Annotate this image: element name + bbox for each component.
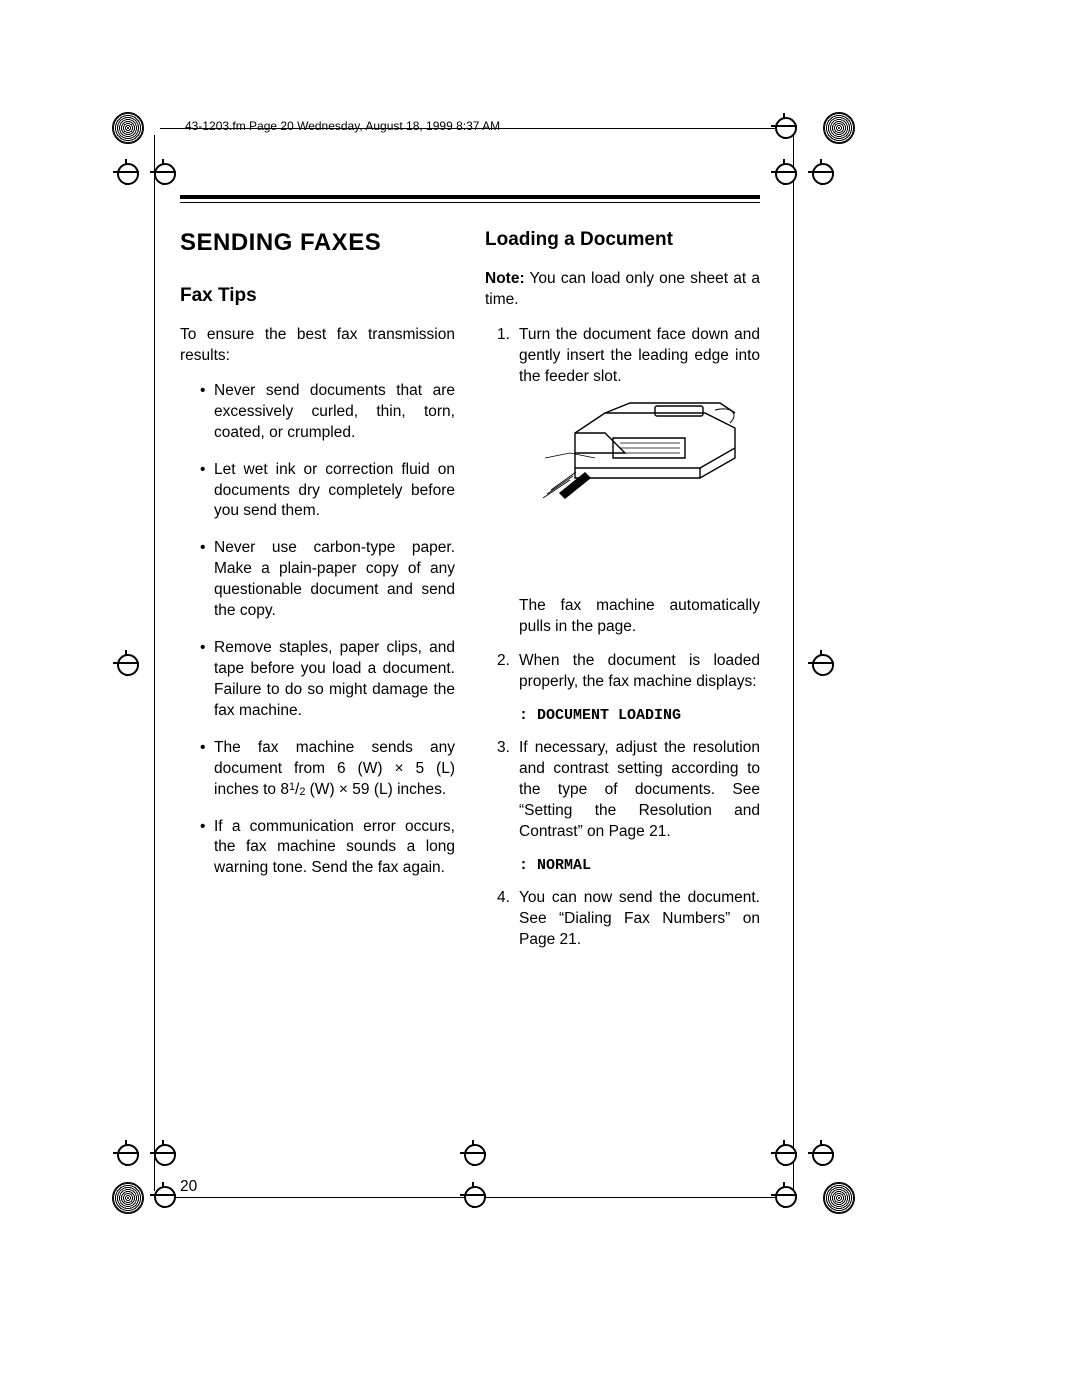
crop-rosette-icon [823,1182,855,1214]
crop-registration-icon [808,650,834,676]
list-item: If a communication error occurs, the fax… [200,817,455,880]
note-label: Note: [485,270,525,287]
crop-registration-icon [150,1140,176,1166]
crop-rosette-icon [112,112,144,144]
crop-registration-icon [150,1182,176,1208]
list-item: Turn the document face down and gently i… [497,325,760,638]
section-title: SENDING FAXES [180,229,455,257]
column-container: SENDING FAXES Fax Tips To ensure the bes… [180,229,760,965]
list-item: Never send documents that are excessivel… [200,381,455,444]
fax-tips-list: Never send documents that are excessivel… [200,381,455,879]
crop-line-right [793,135,794,1191]
fax-machine-illustration [535,398,745,508]
note-text: You can load only one sheet at a time. [485,270,760,308]
crop-registration-icon [771,113,797,139]
intro-text: To ensure the best fax transmission resu… [180,325,455,367]
list-item: Let wet ink or correction fluid on docum… [200,460,455,523]
heading-rule-thick [180,195,760,199]
crop-registration-icon [460,1140,486,1166]
illustration-spacer [519,508,760,596]
crop-registration-icon [771,1140,797,1166]
section-subtitle: Loading a Document [485,229,760,251]
list-item: Never use carbon-type paper. Make a plai… [200,538,455,622]
list-item: You can now send the document. See “Dial… [497,888,760,951]
crop-rosette-icon [112,1182,144,1214]
crop-registration-icon [771,159,797,185]
list-item: Remove staples, paper clips, and tape be… [200,638,455,722]
crop-registration-icon [150,159,176,185]
step-text: The fax machine automatically pulls in t… [519,596,760,638]
list-item: If necessary, adjust the resolution and … [497,738,760,843]
page-number: 20 [180,1178,197,1196]
list-item: The fax machine sends any document from … [200,738,455,801]
left-column: SENDING FAXES Fax Tips To ensure the bes… [180,229,455,965]
list-item: When the document is loaded properly, th… [497,651,760,693]
display-text: : DOCUMENT LOADING [519,707,760,724]
crop-registration-icon [113,159,139,185]
right-column: Loading a Document Note: You can load on… [485,229,760,965]
page-header-text: 43-1203.fm Page 20 Wednesday, August 18,… [185,119,500,133]
crop-registration-icon [113,650,139,676]
note-paragraph: Note: You can load only one sheet at a t… [485,269,760,311]
crop-registration-icon [808,159,834,185]
crop-registration-icon [113,1140,139,1166]
crop-registration-icon [460,1182,486,1208]
crop-line-left [154,135,155,1191]
content-frame: SENDING FAXES Fax Tips To ensure the bes… [180,195,760,965]
loading-steps-cont2: You can now send the document. See “Dial… [497,888,760,951]
step-text: Turn the document face down and gently i… [519,326,760,385]
heading-rule-thin [180,202,760,203]
loading-steps: Turn the document face down and gently i… [497,325,760,693]
crop-rosette-icon [823,112,855,144]
crop-registration-icon [808,1140,834,1166]
display-text: : NORMAL [519,857,760,874]
crop-registration-icon [771,1182,797,1208]
section-subtitle: Fax Tips [180,285,455,307]
loading-steps-cont: If necessary, adjust the resolution and … [497,738,760,843]
